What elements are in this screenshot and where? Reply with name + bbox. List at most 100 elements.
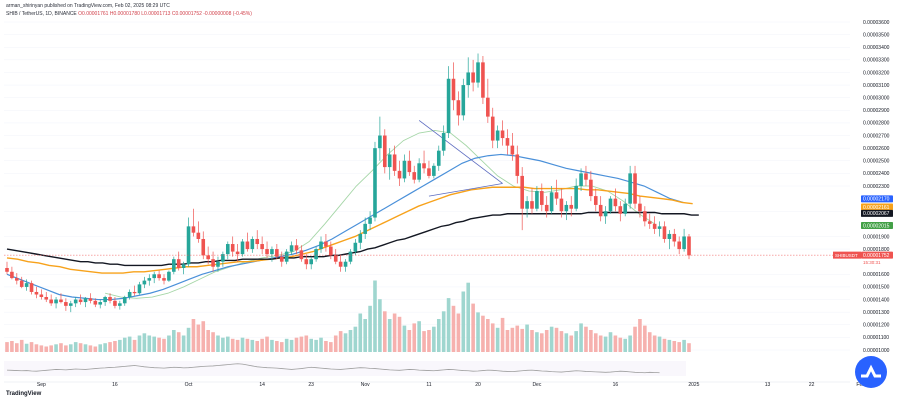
candle-body bbox=[382, 135, 387, 168]
volume-bar bbox=[633, 326, 637, 352]
candle-body bbox=[329, 246, 333, 256]
volume-bar bbox=[103, 343, 107, 352]
volume-bar bbox=[432, 326, 436, 352]
volume-bar bbox=[584, 326, 588, 352]
x-tick-label: 23 bbox=[308, 382, 314, 388]
candle-body bbox=[88, 298, 93, 301]
candle-body bbox=[672, 233, 677, 242]
candle-body bbox=[647, 221, 652, 224]
candle-body bbox=[402, 160, 407, 179]
candle-body bbox=[397, 170, 402, 179]
candle-body bbox=[525, 201, 529, 209]
volume-bar bbox=[284, 338, 289, 352]
volume-bar bbox=[225, 336, 230, 352]
y-tick-label: 0.00001600 bbox=[863, 272, 890, 278]
candle-body bbox=[662, 226, 667, 239]
volume-bar bbox=[417, 321, 421, 352]
volume-bar bbox=[118, 339, 122, 352]
last-price-left-label: SHIBUSDT bbox=[835, 253, 858, 258]
candle-body bbox=[44, 297, 49, 300]
candle-body bbox=[628, 173, 632, 204]
x-tick-label: 13 bbox=[765, 382, 771, 388]
x-tick-label: 16 bbox=[613, 382, 619, 388]
y-tick-label: 0.00002300 bbox=[863, 184, 890, 190]
x-tick-label: 11 bbox=[426, 382, 431, 388]
volume-bar bbox=[172, 330, 176, 352]
candle-body bbox=[15, 278, 19, 281]
candle-body bbox=[559, 198, 564, 212]
candle-body bbox=[39, 294, 44, 298]
volume-bar bbox=[520, 328, 524, 352]
candle-body bbox=[314, 249, 318, 260]
volume-bar bbox=[216, 335, 220, 352]
ma-blue-line bbox=[6, 153, 684, 301]
candle-body bbox=[196, 232, 201, 239]
volume-bar bbox=[378, 299, 382, 352]
price-badge-label: 0.00002067 bbox=[863, 211, 890, 217]
symbol-label[interactable]: SHIB / TetherUS, 1D, BINANCE bbox=[6, 11, 77, 17]
candle-body bbox=[338, 261, 343, 267]
candle-body bbox=[387, 154, 392, 168]
y-tick-label: 0.00002900 bbox=[863, 108, 890, 114]
y-tick-label: 0.00003300 bbox=[863, 58, 890, 64]
volume-bar bbox=[230, 338, 235, 352]
volume-bar bbox=[569, 335, 574, 352]
candle-body bbox=[324, 241, 328, 247]
candle-body bbox=[579, 173, 583, 186]
volume-bar bbox=[495, 327, 500, 352]
volume-bar bbox=[73, 342, 78, 352]
candle-body bbox=[652, 223, 657, 229]
volume-bar bbox=[279, 342, 284, 352]
candle-body bbox=[275, 249, 279, 257]
candle-body bbox=[466, 72, 471, 86]
candle-body bbox=[603, 211, 608, 217]
triangle-lower-line bbox=[428, 183, 503, 197]
volume-bar bbox=[49, 345, 53, 352]
candle-body bbox=[284, 251, 289, 262]
volume-bar bbox=[662, 338, 667, 352]
candle-body bbox=[54, 299, 58, 304]
candle-body bbox=[319, 241, 323, 250]
candle-body bbox=[569, 204, 574, 209]
candle-body bbox=[436, 150, 441, 166]
candle-body bbox=[235, 251, 240, 255]
y-tick-label: 0.00001300 bbox=[863, 310, 890, 316]
y-tick-label: 0.00003200 bbox=[863, 70, 890, 76]
volume-bar bbox=[333, 335, 338, 352]
volume-bar bbox=[348, 330, 353, 352]
volume-bar bbox=[672, 341, 677, 352]
volume-bar bbox=[422, 331, 426, 352]
x-tick-label: Dec bbox=[532, 382, 541, 388]
volume-bar bbox=[461, 291, 466, 352]
candle-body bbox=[495, 130, 500, 141]
volume-bar bbox=[603, 336, 608, 352]
x-tick-label: 20 bbox=[475, 382, 481, 388]
volume-bar bbox=[382, 311, 387, 352]
volume-bar bbox=[490, 323, 495, 352]
candle-body bbox=[407, 160, 412, 173]
candle-body bbox=[49, 299, 53, 304]
volume-bar bbox=[162, 338, 166, 352]
candle-body bbox=[19, 280, 24, 287]
candle-body bbox=[225, 244, 230, 255]
volume-bar bbox=[628, 335, 632, 352]
volume-bar bbox=[245, 338, 250, 352]
volume-bar bbox=[329, 342, 333, 352]
volume-bar bbox=[657, 336, 662, 352]
volume-bar bbox=[515, 325, 520, 352]
candle-body bbox=[353, 242, 358, 252]
volume-bar bbox=[402, 325, 407, 352]
candle-body bbox=[10, 271, 14, 279]
candle-body bbox=[5, 268, 9, 272]
volume-bar bbox=[682, 339, 686, 352]
volume-bar bbox=[44, 346, 49, 352]
tradingview-badge-icon[interactable] bbox=[855, 356, 887, 388]
volume-bar bbox=[127, 336, 132, 352]
candle-body bbox=[378, 135, 382, 149]
candle-body bbox=[152, 274, 156, 279]
candle-body bbox=[368, 217, 372, 224]
candle-body bbox=[68, 303, 73, 306]
volume-bar bbox=[147, 335, 152, 352]
candle-body bbox=[245, 241, 250, 250]
